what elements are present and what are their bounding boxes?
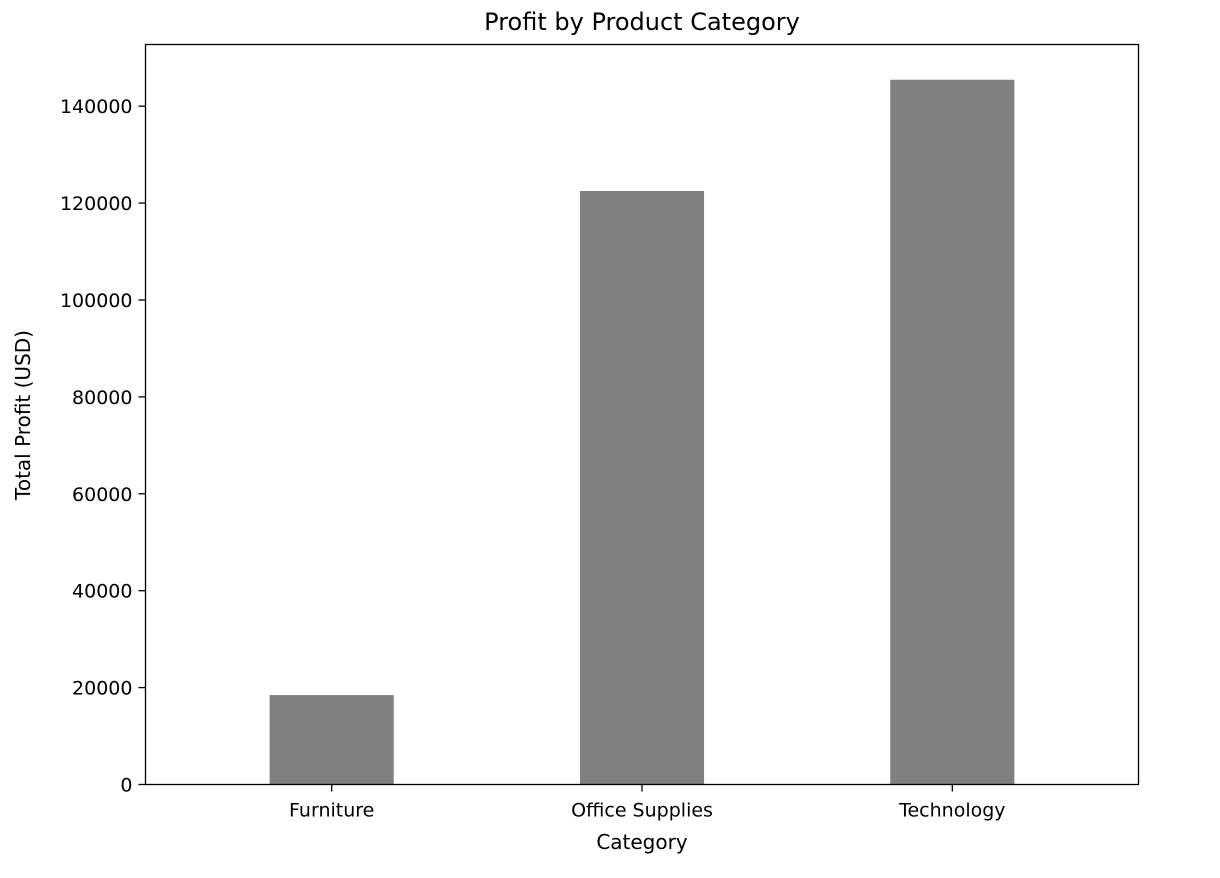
bar-furniture xyxy=(269,695,394,785)
y-tick-label: 40000 xyxy=(72,581,132,603)
chart-title: Profit by Product Category xyxy=(484,8,800,36)
x-axis-ticks: Furniture Office Supplies Technology xyxy=(289,784,1006,822)
y-tick-label: 100000 xyxy=(60,290,133,312)
y-tick-label: 60000 xyxy=(72,484,132,506)
y-tick-label: 120000 xyxy=(60,193,133,215)
x-axis-label: Category xyxy=(596,830,688,854)
y-tick-label: 0 xyxy=(120,775,132,797)
x-tick-label: Furniture xyxy=(289,800,374,822)
y-tick-label: 80000 xyxy=(72,387,132,409)
y-axis-label: Total Profit (USD) xyxy=(11,330,35,501)
y-axis-ticks: 0 20000 40000 60000 80000 100000 120000 140000 xyxy=(60,96,146,797)
plot-frame xyxy=(144,43,1140,786)
x-tick-label: Technology xyxy=(898,800,1005,822)
y-tick-label: 140000 xyxy=(60,96,133,118)
x-tick-label: Office Supplies xyxy=(571,800,713,822)
bars-group xyxy=(269,79,1015,785)
bar-technology xyxy=(890,79,1015,785)
y-tick-label: 20000 xyxy=(72,678,132,700)
bar-office-supplies xyxy=(579,191,705,785)
